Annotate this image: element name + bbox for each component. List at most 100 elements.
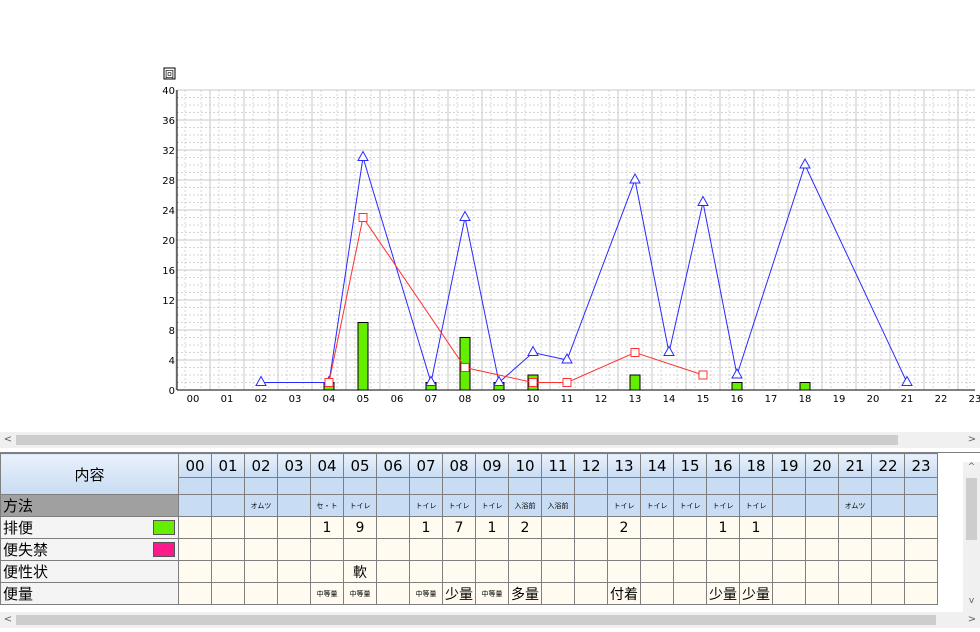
table-cell[interactable] — [574, 494, 608, 517]
table-cell[interactable] — [838, 538, 872, 561]
table-cell[interactable] — [574, 582, 608, 605]
table-cell[interactable] — [805, 582, 839, 605]
scroll-thumb[interactable] — [16, 435, 898, 445]
hour-header[interactable]: 04 — [310, 453, 344, 478]
table-cell[interactable] — [310, 560, 344, 583]
table-cell[interactable]: 入浴前 — [541, 494, 575, 517]
table-cell[interactable] — [376, 494, 410, 517]
table-cell[interactable]: 1 — [739, 516, 773, 539]
table-cell[interactable] — [442, 538, 476, 561]
table-cell[interactable] — [904, 494, 938, 517]
table-cell[interactable] — [673, 582, 707, 605]
table-cell[interactable] — [904, 538, 938, 561]
table-cell[interactable]: 中等量 — [343, 582, 377, 605]
table-cell[interactable] — [805, 516, 839, 539]
table-cell[interactable] — [508, 538, 542, 561]
hour-header[interactable]: 12 — [574, 453, 608, 478]
table-cell[interactable] — [211, 560, 245, 583]
hour-header[interactable]: 13 — [607, 453, 641, 478]
color-swatch[interactable] — [153, 542, 175, 557]
table-cell[interactable] — [244, 538, 278, 561]
table-cell[interactable] — [277, 560, 311, 583]
table-cell[interactable] — [640, 560, 674, 583]
table-cell[interactable] — [178, 560, 212, 583]
table-cell[interactable] — [805, 538, 839, 561]
hour-header[interactable]: 23 — [904, 453, 938, 478]
table-cell[interactable] — [211, 538, 245, 561]
vscroll-thumb[interactable] — [966, 478, 977, 540]
table-cell[interactable] — [475, 560, 509, 583]
table-cell[interactable] — [211, 516, 245, 539]
table-cell[interactable]: 1 — [310, 516, 344, 539]
table-cell[interactable] — [211, 582, 245, 605]
table-cell[interactable]: 中等量 — [409, 582, 443, 605]
table-cell[interactable] — [838, 560, 872, 583]
table-cell[interactable] — [211, 494, 245, 517]
table-cell[interactable] — [376, 560, 410, 583]
table-cell[interactable]: トイレ — [706, 494, 740, 517]
table-cell[interactable] — [541, 560, 575, 583]
table-cell[interactable]: オムツ — [244, 494, 278, 517]
table-cell[interactable]: 1 — [475, 516, 509, 539]
table-cell[interactable] — [871, 516, 905, 539]
table-cell[interactable]: トイレ — [673, 494, 707, 517]
table-cell[interactable]: 軟 — [343, 560, 377, 583]
hour-header[interactable]: 16 — [706, 453, 740, 478]
table-cell[interactable] — [376, 582, 410, 605]
table-cell[interactable]: 多量 — [508, 582, 542, 605]
table-cell[interactable]: 少量 — [442, 582, 476, 605]
table-cell[interactable] — [277, 494, 311, 517]
table-cell[interactable] — [838, 582, 872, 605]
table-cell[interactable]: 中等量 — [475, 582, 509, 605]
table-cell[interactable]: 7 — [442, 516, 476, 539]
table-cell[interactable]: トイレ — [409, 494, 443, 517]
hour-header[interactable]: 21 — [838, 453, 872, 478]
scroll-right-arrow[interactable]: > — [967, 434, 977, 445]
table-cell[interactable] — [442, 560, 476, 583]
table-cell[interactable] — [574, 560, 608, 583]
hour-header[interactable]: 06 — [376, 453, 410, 478]
hour-header[interactable]: 03 — [277, 453, 311, 478]
table-cell[interactable] — [277, 538, 311, 561]
color-swatch[interactable] — [153, 520, 175, 535]
table-cell[interactable] — [904, 516, 938, 539]
grid-horizontal-scrollbar[interactable]: < > — [0, 612, 980, 628]
grid-vertical-scrollbar[interactable]: ^ v — [963, 462, 980, 612]
scroll-left-arrow[interactable]: < — [3, 614, 13, 625]
table-cell[interactable] — [376, 516, 410, 539]
table-cell[interactable] — [673, 538, 707, 561]
table-cell[interactable]: 付着 — [607, 582, 641, 605]
table-cell[interactable]: トイレ — [640, 494, 674, 517]
chart-horizontal-scrollbar[interactable]: < > — [0, 432, 980, 448]
table-cell[interactable] — [673, 516, 707, 539]
table-cell[interactable]: 2 — [607, 516, 641, 539]
scroll-thumb[interactable] — [16, 615, 936, 625]
table-cell[interactable]: 9 — [343, 516, 377, 539]
hour-header[interactable]: 20 — [805, 453, 839, 478]
table-cell[interactable] — [805, 560, 839, 583]
scroll-up-arrow[interactable]: ^ — [967, 462, 976, 472]
table-cell[interactable] — [574, 516, 608, 539]
table-cell[interactable]: トイレ — [475, 494, 509, 517]
hour-header[interactable]: 07 — [409, 453, 443, 478]
table-cell[interactable] — [541, 516, 575, 539]
scroll-right-arrow[interactable]: > — [967, 614, 977, 625]
table-cell[interactable] — [244, 516, 278, 539]
table-cell[interactable] — [244, 582, 278, 605]
hour-header[interactable]: 22 — [871, 453, 905, 478]
table-cell[interactable]: トイレ — [607, 494, 641, 517]
hour-header[interactable]: 00 — [178, 453, 212, 478]
table-cell[interactable] — [706, 560, 740, 583]
table-cell[interactable] — [178, 494, 212, 517]
table-cell[interactable] — [871, 560, 905, 583]
table-cell[interactable] — [178, 516, 212, 539]
table-cell[interactable] — [607, 538, 641, 561]
table-cell[interactable] — [640, 516, 674, 539]
table-cell[interactable] — [706, 538, 740, 561]
table-cell[interactable] — [409, 560, 443, 583]
table-cell[interactable] — [343, 538, 377, 561]
table-cell[interactable] — [904, 582, 938, 605]
table-cell[interactable] — [772, 582, 806, 605]
table-cell[interactable] — [739, 560, 773, 583]
table-cell[interactable]: 少量 — [706, 582, 740, 605]
